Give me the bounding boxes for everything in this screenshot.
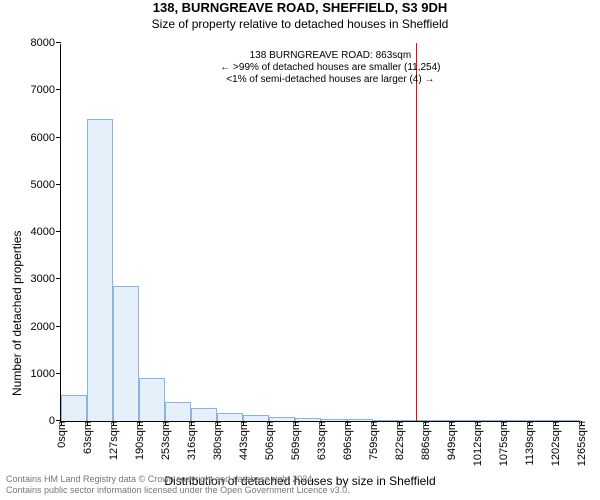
x-tick-label: 1012sqm (470, 421, 484, 466)
footer-line1: Contains HM Land Registry data © Crown c… (6, 474, 350, 485)
histogram-bar (321, 419, 347, 421)
y-axis-label: Number of detached properties (10, 230, 24, 395)
x-tick-label: 949sqm (444, 421, 458, 460)
x-tick-label: 633sqm (314, 421, 328, 460)
histogram-bar (451, 420, 477, 421)
x-tick-mark (451, 421, 452, 426)
annotation-line3: <1% of semi-detached houses are larger (… (220, 74, 440, 86)
x-tick-mark (269, 421, 270, 426)
histogram-bar (503, 420, 529, 421)
y-tick-label: 3000 (31, 273, 61, 285)
x-tick-mark (503, 421, 504, 426)
y-tick-mark (56, 326, 61, 327)
x-tick-mark (243, 421, 244, 426)
x-tick-label: 190sqm (132, 421, 146, 460)
histogram-bar (139, 378, 165, 421)
histogram-bar (61, 395, 87, 421)
footer-line2: Contains public sector information licen… (6, 485, 350, 496)
y-tick-label: 6000 (31, 132, 61, 144)
x-tick-mark (87, 421, 88, 426)
y-tick-label: 8000 (31, 37, 61, 49)
x-tick-mark (139, 421, 140, 426)
histogram-bar (217, 413, 243, 422)
x-tick-mark (425, 421, 426, 426)
y-tick-label: 2000 (31, 321, 61, 333)
chart-title: 138, BURNGREAVE ROAD, SHEFFIELD, S3 9DH (0, 0, 600, 15)
y-tick-label: 7000 (31, 84, 61, 96)
plot-area: 0100020003000400050006000700080000sqm63s… (60, 44, 580, 422)
histogram-bar (477, 420, 503, 421)
histogram-bar (399, 420, 425, 421)
y-tick-mark (56, 42, 61, 43)
y-tick-mark (56, 231, 61, 232)
x-tick-mark (61, 421, 62, 426)
histogram-bar (347, 419, 373, 421)
x-tick-label: 1139sqm (522, 421, 536, 465)
histogram-bar (529, 420, 555, 421)
histogram-bar (269, 417, 295, 421)
chart-area: 0100020003000400050006000700080000sqm63s… (60, 44, 580, 422)
x-tick-label: 696sqm (340, 421, 354, 460)
x-tick-label: 759sqm (366, 421, 380, 460)
x-tick-mark (191, 421, 192, 426)
y-tick-mark (56, 184, 61, 185)
x-tick-mark (399, 421, 400, 426)
x-tick-mark (373, 421, 374, 426)
y-tick-label: 1000 (31, 368, 61, 380)
footer-attribution: Contains HM Land Registry data © Crown c… (6, 474, 350, 496)
x-tick-label: 1075sqm (496, 421, 510, 466)
annotation-line1: 138 BURNGREAVE ROAD: 863sqm (220, 50, 440, 62)
x-tick-mark (529, 421, 530, 426)
x-tick-mark (555, 421, 556, 426)
x-tick-mark (477, 421, 478, 426)
histogram-bar (295, 418, 321, 421)
x-tick-mark (165, 421, 166, 426)
reference-line (416, 43, 417, 421)
x-tick-mark (217, 421, 218, 426)
x-tick-label: 506sqm (262, 421, 276, 460)
annotation-line2: ← >99% of detached houses are smaller (1… (220, 62, 440, 74)
x-tick-mark (347, 421, 348, 426)
x-tick-mark (295, 421, 296, 426)
x-tick-label: 127sqm (106, 421, 120, 460)
x-tick-label: 316sqm (184, 421, 198, 460)
histogram-bar (113, 286, 139, 421)
x-tick-label: 380sqm (210, 421, 224, 460)
histogram-bar (243, 415, 269, 421)
x-tick-label: 253sqm (158, 421, 172, 460)
chart-subtitle: Size of property relative to detached ho… (0, 17, 600, 31)
x-tick-label: 1202sqm (548, 421, 562, 466)
y-tick-mark (56, 278, 61, 279)
x-tick-label: 822sqm (392, 421, 406, 460)
chart-annotation: 138 BURNGREAVE ROAD: 863sqm ← >99% of de… (220, 50, 440, 86)
histogram-bar (425, 420, 451, 421)
histogram-bar (555, 420, 581, 421)
y-tick-label: 4000 (31, 226, 61, 238)
y-tick-mark (56, 137, 61, 138)
histogram-bar (87, 119, 113, 421)
histogram-bar (165, 402, 191, 421)
x-tick-label: 443sqm (236, 421, 250, 460)
y-tick-mark (56, 89, 61, 90)
y-tick-mark (56, 373, 61, 374)
y-tick-label: 5000 (31, 179, 61, 191)
x-tick-label: 569sqm (288, 421, 302, 460)
x-tick-mark (113, 421, 114, 426)
x-tick-mark (321, 421, 322, 426)
histogram-bar (191, 408, 217, 421)
x-tick-mark (581, 421, 582, 426)
histogram-bar (373, 420, 399, 421)
x-tick-label: 886sqm (418, 421, 432, 460)
x-tick-label: 1265sqm (574, 421, 588, 466)
